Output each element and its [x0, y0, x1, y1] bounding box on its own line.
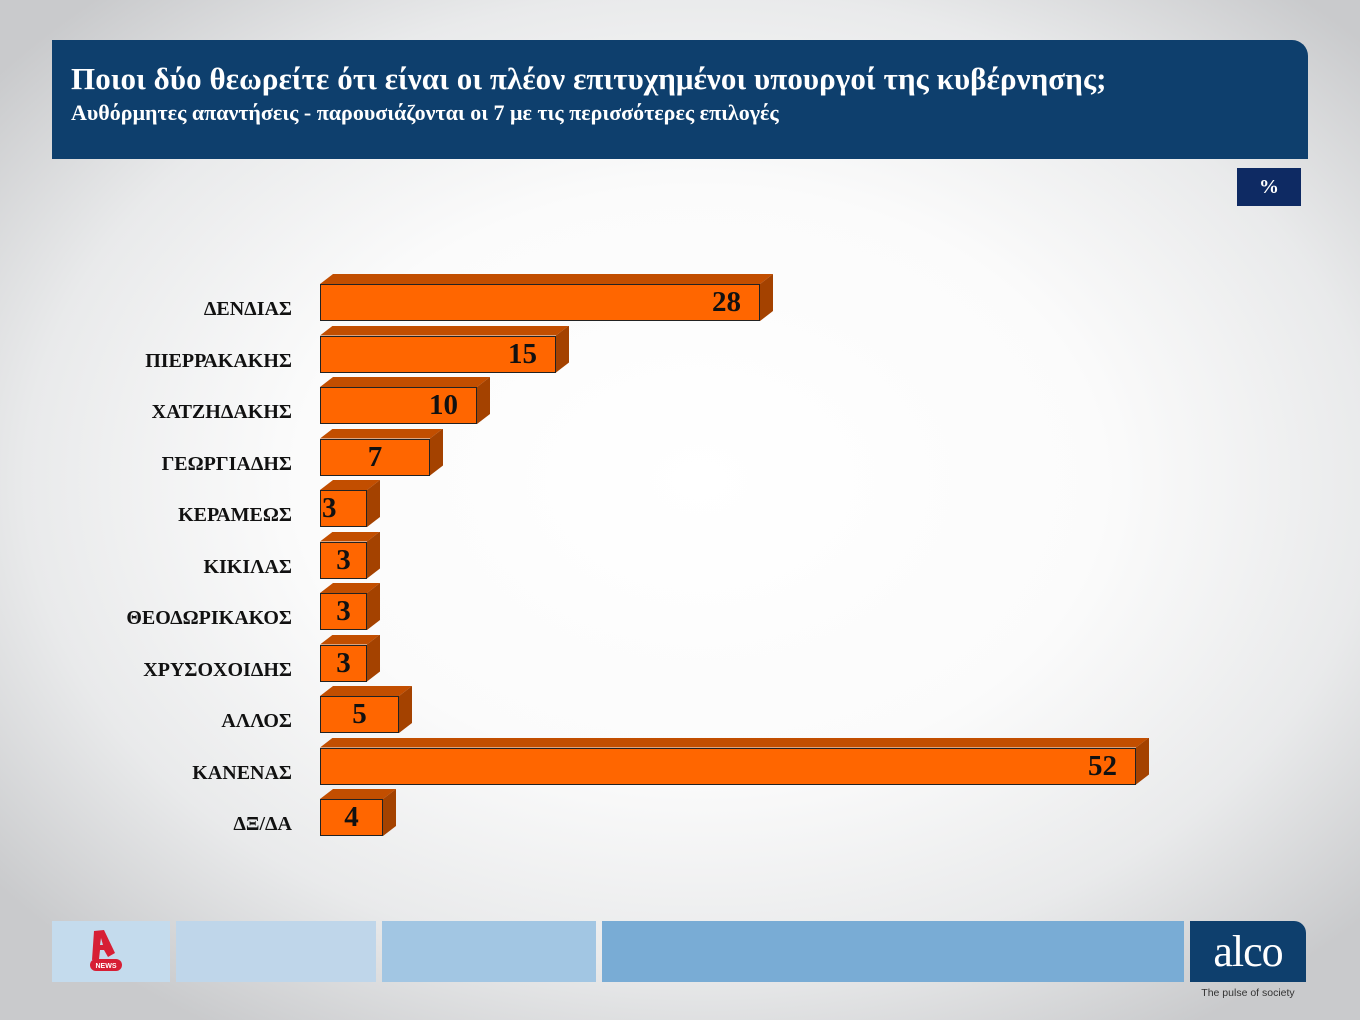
bar: 4 — [320, 789, 396, 836]
bar: 28 — [320, 274, 773, 321]
unit-badge: % — [1237, 168, 1301, 206]
bar-side-face — [383, 789, 396, 836]
category-label: ΔΞ/ΔΑ — [233, 813, 292, 835]
bar-side-face — [556, 325, 569, 373]
bar-top-face — [320, 377, 490, 387]
bar-value-label: 52 — [1088, 749, 1117, 782]
bar-value-label: 7 — [367, 440, 383, 473]
bar: 3 — [320, 480, 380, 527]
bar-value-label: 15 — [508, 337, 537, 370]
category-label: ΘΕΟΔΩΡΙΚΑΚΟΣ — [126, 607, 292, 629]
bar-top-face — [320, 686, 412, 696]
category-label: ΓΕΩΡΓΙΑΔΗΣ — [161, 452, 292, 475]
bar-side-face — [367, 480, 380, 527]
bar-top-face — [320, 326, 569, 336]
bar-side-face — [1136, 737, 1149, 785]
bar-side-face — [399, 686, 412, 733]
bar-top-face — [320, 789, 396, 799]
category-label: ΠΙΕΡΡΑΚΑΚΗΣ — [145, 349, 292, 372]
bar-value-label: 3 — [322, 492, 337, 524]
bar-top-face — [320, 583, 380, 593]
bar-side-face — [430, 428, 443, 476]
bar-value-label: 3 — [336, 543, 351, 576]
bar-side-face — [477, 377, 490, 424]
svg-text:NEWS: NEWS — [96, 963, 117, 970]
category-label: ΚΙΚΙΛΑΣ — [203, 555, 292, 578]
bar-front-face — [320, 438, 430, 476]
bar: 7 — [320, 428, 443, 476]
bar-side-face — [367, 634, 380, 682]
bar-front-face — [320, 541, 367, 579]
bar-top-face — [320, 480, 380, 490]
bar: 52 — [320, 737, 1149, 785]
bar-front-face — [320, 799, 383, 836]
bar-top-face — [320, 274, 773, 284]
chart-title: Ποιοι δύο θεωρείτε ότι είναι οι πλέον επ… — [71, 61, 1107, 96]
bar-front-face — [320, 335, 556, 373]
bar-top-face — [320, 738, 1149, 748]
bar: 5 — [320, 686, 412, 733]
bar-top-face — [320, 532, 380, 542]
bar-value-label: 4 — [344, 801, 359, 833]
bar-value-label: 3 — [336, 595, 351, 627]
bar: 3 — [320, 531, 380, 579]
alpha-news-icon: NEWS — [90, 930, 122, 971]
bar-side-face — [760, 274, 773, 321]
bar-side-face — [367, 583, 380, 630]
category-label: ΚΕΡΑΜΕΩΣ — [178, 504, 292, 526]
bar-value-label: 28 — [712, 286, 741, 318]
bar-top-face — [320, 429, 443, 439]
chart-header: Ποιοι δύο θεωρείτε ότι είναι οι πλέον επ… — [52, 40, 1308, 159]
bar-value-label: 3 — [336, 646, 351, 679]
category-label: ΔΕΝΔΙΑΣ — [203, 298, 292, 320]
bar-front-face — [320, 490, 367, 527]
bar-front-face — [320, 696, 399, 733]
footer-band-2 — [382, 921, 596, 982]
category-label: ΧΡΥΣΟΧΟΙΔΗΣ — [143, 658, 292, 681]
category-label: ΚΑΝΕΝΑΣ — [192, 761, 292, 784]
bar-value-label: 10 — [429, 389, 458, 421]
bar-front-face — [320, 593, 367, 630]
bar: 3 — [320, 583, 380, 630]
bar-front-face — [320, 284, 760, 321]
category-label: ΧΑΤΖΗΔΑΚΗΣ — [151, 401, 292, 423]
chart-subtitle: Αυθόρμητες απαντήσεις - παρουσιάζονται ο… — [71, 100, 779, 125]
bar-value-label: 5 — [352, 698, 367, 730]
footer-band-3 — [602, 921, 1184, 982]
bar: 10 — [320, 377, 490, 424]
bar-chart: ΔΕΝΔΙΑΣ 28 ΠΙΕΡΡΑΚΑΚΗΣ 15 ΧΑΤΖΗΔΑΚΗΣ 10 ΓΕΩΡΓΙ… — [126, 274, 1149, 836]
bar-front-face — [320, 747, 1136, 785]
alpha-news-logo: NEWS — [52, 921, 170, 982]
alco-tagline: The pulse of society — [1201, 987, 1295, 999]
bar: 3 — [320, 634, 380, 682]
bar-side-face — [367, 531, 380, 579]
bar: 15 — [320, 325, 569, 373]
bar-front-face — [320, 644, 367, 682]
category-label: ΑΛΛΟΣ — [221, 710, 292, 732]
footer-band-1 — [176, 921, 376, 982]
alco-logo: alco — [1190, 921, 1306, 982]
bar-top-face — [320, 635, 380, 645]
bar-front-face — [320, 387, 477, 424]
